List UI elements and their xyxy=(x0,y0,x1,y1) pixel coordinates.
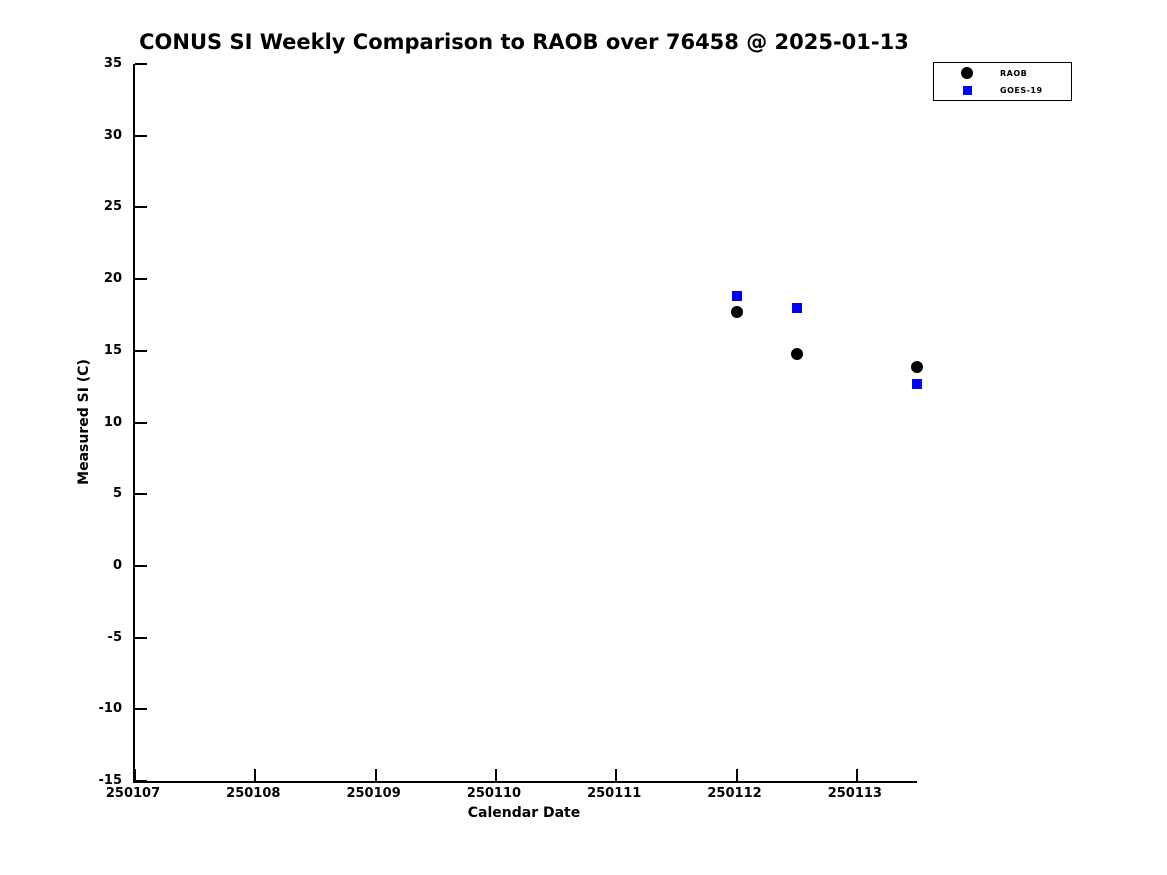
data-point-goes-19 xyxy=(912,378,922,389)
data-point-goes-19 xyxy=(791,302,802,313)
data-point-raob xyxy=(790,347,803,360)
x-tick xyxy=(254,769,257,781)
y-tick xyxy=(135,708,147,711)
x-tick xyxy=(855,769,858,781)
y-tick-label: 30 xyxy=(103,127,122,143)
data-point-raob xyxy=(911,360,923,373)
y-tick xyxy=(135,564,147,567)
y-tick-label: 5 xyxy=(112,486,122,502)
y-tick-label: 15 xyxy=(103,342,122,358)
x-tick-label: 250112 xyxy=(707,786,762,801)
legend-row: GOES-19 xyxy=(934,83,1071,98)
legend-marker-cell xyxy=(934,67,1000,79)
y-tick-label: -5 xyxy=(107,629,122,645)
x-tick-label: 250109 xyxy=(346,786,401,801)
y-tick xyxy=(135,63,147,65)
legend: RAOB GOES-19 xyxy=(933,62,1072,101)
legend-marker-cell xyxy=(934,85,1000,95)
x-tick xyxy=(134,769,136,781)
y-tick xyxy=(135,278,147,281)
square-marker-icon xyxy=(962,85,972,95)
x-tick xyxy=(735,769,738,781)
data-point-goes-19 xyxy=(731,291,742,302)
y-tick-label: 35 xyxy=(103,56,122,71)
y-tick-label: -10 xyxy=(98,701,123,717)
y-axis-label: Measured SI (C) xyxy=(76,359,92,485)
y-tick xyxy=(135,780,147,782)
legend-row: RAOB xyxy=(934,66,1071,81)
x-tick xyxy=(494,769,497,781)
y-tick xyxy=(135,493,147,496)
y-tick-label: 0 xyxy=(112,557,122,573)
y-tick-label: 10 xyxy=(103,414,122,430)
x-tick-label: 250113 xyxy=(827,786,882,801)
x-tick-label: 250111 xyxy=(587,786,642,801)
x-tick-label: 250110 xyxy=(466,786,522,801)
data-point-raob xyxy=(730,306,743,319)
y-tick xyxy=(135,349,147,352)
y-tick xyxy=(135,206,147,209)
plot-area xyxy=(133,63,923,783)
y-tick xyxy=(135,134,147,137)
x-tick xyxy=(615,769,618,781)
x-tick-label: 250108 xyxy=(226,786,281,801)
y-tick-label: -15 xyxy=(98,773,123,788)
legend-label: GOES-19 xyxy=(1000,85,1043,95)
chart-title: CONUS SI Weekly Comparison to RAOB over … xyxy=(139,30,909,54)
y-tick-label: 25 xyxy=(103,199,122,215)
legend-label: RAOB xyxy=(1000,68,1028,78)
y-tick xyxy=(135,421,147,424)
x-axis-label: Calendar Date xyxy=(467,805,581,821)
x-tick xyxy=(374,769,377,781)
y-tick xyxy=(135,636,147,639)
y-tick-label: 20 xyxy=(103,271,122,287)
x-tick-label: 250107 xyxy=(105,786,161,801)
circle-marker-icon xyxy=(961,67,973,79)
